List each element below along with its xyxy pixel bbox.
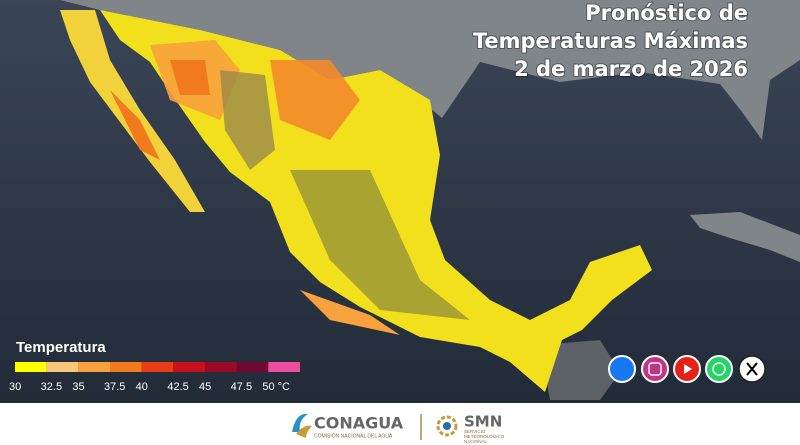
facebook-icon[interactable] [608,355,636,383]
title-block: Pronóstico de Temperaturas Máximas 2 de … [472,0,749,82]
us-land [60,0,800,140]
legend-label: 37.5 [104,381,125,393]
legend-label: 42.5 [167,381,188,393]
instagram-icon[interactable] [641,355,669,383]
social-icons [608,355,766,383]
legend-swatch [78,362,110,372]
legend-swatch [141,362,174,372]
legend-label: 45 [199,381,211,393]
legend-label: 32.5 [41,381,62,393]
smn-name: SMN [464,413,502,431]
heat-area [300,290,400,335]
title-line: Temperaturas Máximas [473,29,748,53]
smn-subtitle: METEOROLÓGICO [464,433,505,439]
legend-swatch [110,362,142,372]
legend-label: 40 [136,381,148,393]
title-line: 2 de marzo de 2026 [514,57,748,81]
smn-subtitle: SERVICIO [464,429,486,434]
youtube-glyph [684,364,692,374]
legend: 30 32.5 35 37.5 40 42.5 45 47.5 50 °C [9,362,300,393]
x-glyph [746,362,758,376]
cuba-land [690,212,800,262]
legend-label: 35 [72,381,84,393]
legend-swatch [46,362,79,372]
legend-swatch [173,362,205,372]
legend-label: 30 [9,381,21,393]
conagua-subtitle: COMISIÓN NACIONAL DEL AGUA [314,432,393,439]
legend-swatch [205,362,237,372]
whatsapp-glyph [712,362,726,376]
footer [0,403,800,445]
instagram-glyph [648,362,662,376]
legend-label: 50 °C [262,381,290,393]
legend-swatch [15,362,47,372]
legend-swatch [236,362,269,372]
smn-logo [443,422,451,430]
heat-area [110,90,160,160]
legend-title: Temperatura [16,339,106,356]
legend-label: 47.5 [231,381,252,393]
whatsapp-icon[interactable] [705,355,733,383]
legend-swatch [268,362,300,372]
heat-area [170,60,210,95]
title-line: Pronóstico de [585,1,748,25]
conagua-logo [296,425,312,438]
baja-california [60,10,205,212]
cool-area [220,70,275,170]
heat-area [270,60,360,140]
smn-subtitle: NACIONAL [464,439,488,444]
conagua-name: CONAGUA [314,414,404,433]
cool-area [290,170,470,320]
conagua-logo [292,413,308,432]
smn-logo [436,415,458,437]
central-america [540,340,620,400]
